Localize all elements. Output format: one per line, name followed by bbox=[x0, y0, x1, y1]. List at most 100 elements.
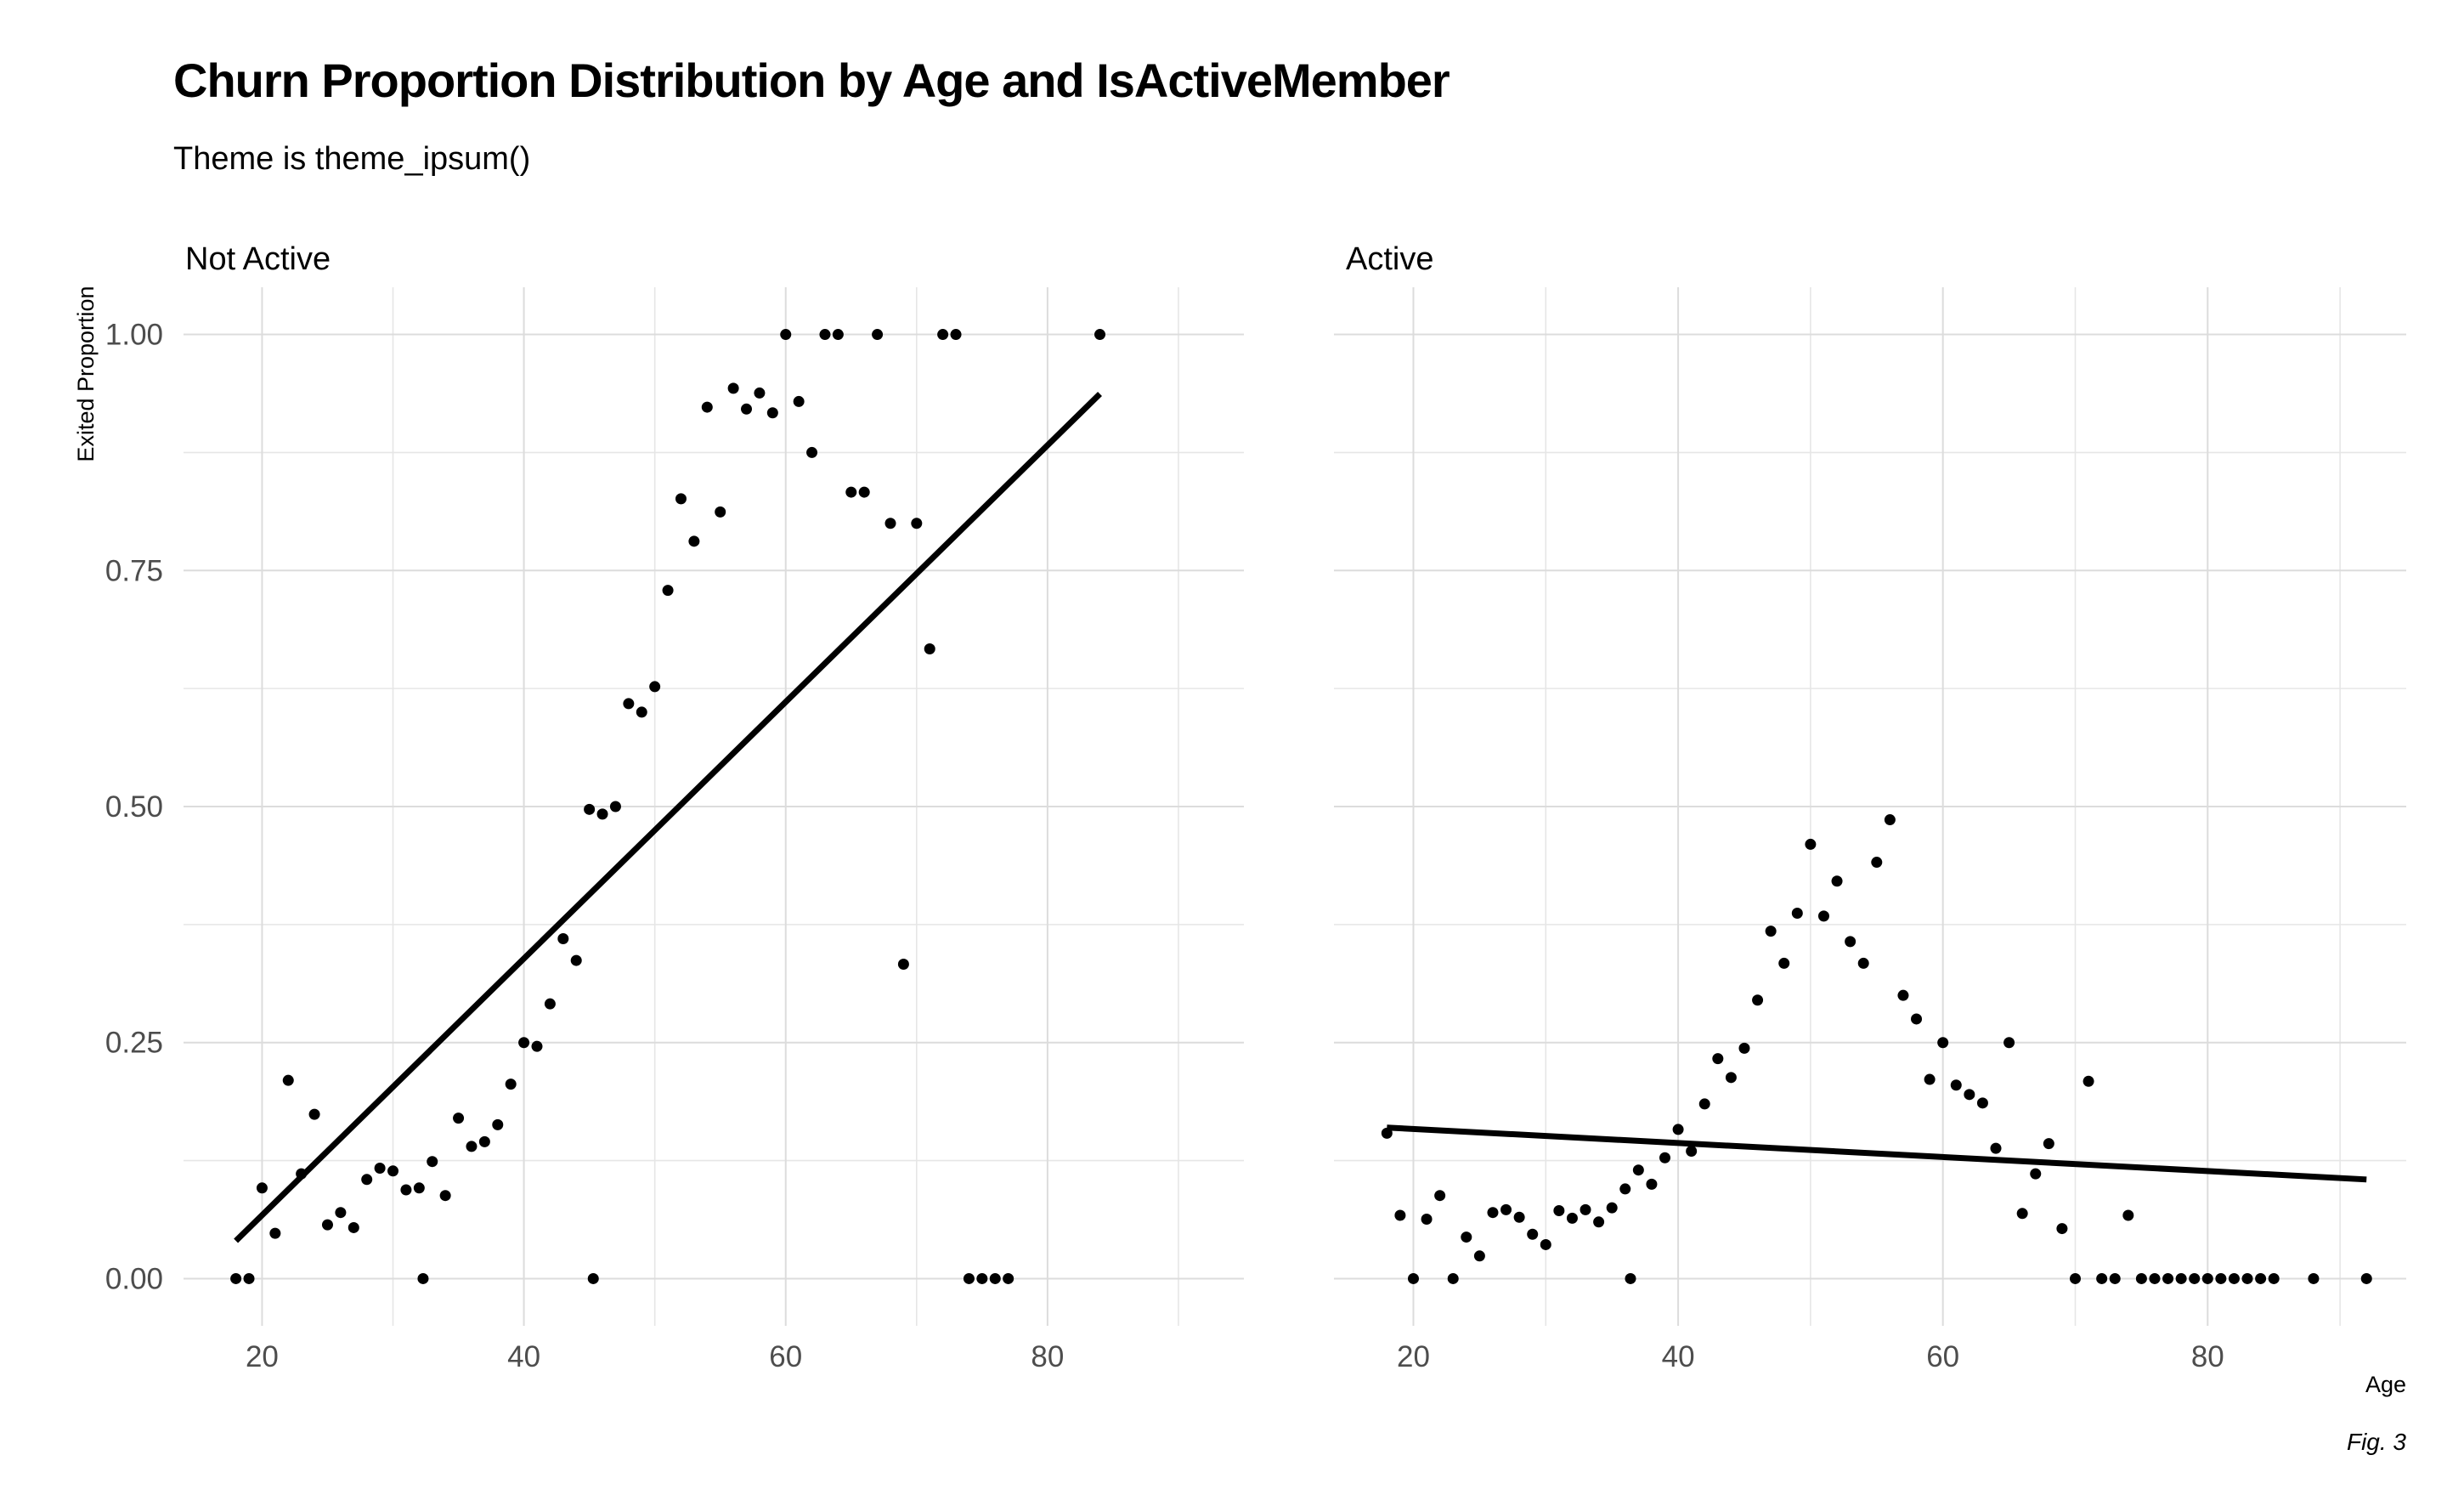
data-point bbox=[1976, 1097, 1988, 1109]
data-point bbox=[649, 681, 661, 693]
data-point bbox=[1805, 838, 1817, 850]
data-point bbox=[361, 1174, 373, 1186]
data-point bbox=[963, 1272, 975, 1284]
data-point bbox=[335, 1207, 347, 1219]
data-point bbox=[1447, 1272, 1459, 1284]
data-point bbox=[636, 706, 647, 718]
data-point bbox=[1632, 1164, 1644, 1176]
data-point bbox=[715, 506, 726, 518]
data-point bbox=[478, 1135, 490, 1147]
data-point bbox=[1686, 1145, 1698, 1157]
data-point bbox=[1857, 957, 1869, 969]
y-tick-label: 0.50 bbox=[105, 790, 163, 824]
data-point bbox=[1580, 1203, 1591, 1215]
y-tick-label: 0.00 bbox=[105, 1262, 163, 1295]
regression-line bbox=[1387, 1124, 2367, 1183]
data-point bbox=[1738, 1042, 1750, 1054]
data-point bbox=[570, 954, 582, 966]
data-point bbox=[1407, 1272, 1419, 1284]
data-point bbox=[911, 518, 923, 529]
data-point bbox=[1421, 1213, 1433, 1225]
data-point bbox=[269, 1227, 281, 1239]
data-point bbox=[2255, 1272, 2267, 1284]
data-point bbox=[1950, 1079, 1962, 1091]
data-point bbox=[2189, 1272, 2201, 1284]
data-point bbox=[2003, 1037, 2015, 1049]
data-point bbox=[544, 998, 556, 1010]
data-point bbox=[989, 1272, 1001, 1284]
data-point bbox=[1500, 1203, 1512, 1215]
data-point bbox=[2096, 1272, 2108, 1284]
y-tick-label: 0.75 bbox=[105, 554, 163, 587]
data-point bbox=[1911, 1013, 1923, 1025]
data-point bbox=[2083, 1075, 2094, 1087]
facet-panel-active: Active 20 40 60 80 bbox=[1334, 241, 2406, 1373]
data-point bbox=[1871, 857, 1883, 869]
data-point bbox=[1553, 1204, 1565, 1216]
data-point bbox=[937, 329, 949, 341]
data-point bbox=[793, 395, 805, 407]
data-point bbox=[1884, 814, 1896, 826]
data-point bbox=[348, 1221, 359, 1233]
data-point bbox=[845, 486, 857, 498]
data-point bbox=[466, 1141, 478, 1152]
data-point bbox=[1487, 1207, 1499, 1219]
data-point bbox=[492, 1118, 504, 1130]
data-point bbox=[1513, 1211, 1525, 1223]
data-point bbox=[1845, 936, 1856, 948]
data-point bbox=[1831, 875, 1843, 887]
data-point bbox=[1752, 994, 1764, 1006]
data-point bbox=[976, 1272, 988, 1284]
data-point bbox=[2122, 1209, 2134, 1221]
data-point bbox=[1094, 329, 1106, 341]
data-point bbox=[2360, 1272, 2372, 1284]
data-point bbox=[609, 801, 621, 812]
data-point bbox=[2175, 1272, 2187, 1284]
data-point bbox=[282, 1074, 294, 1086]
data-point bbox=[2308, 1272, 2320, 1284]
data-point bbox=[2149, 1272, 2161, 1284]
data-point bbox=[2241, 1272, 2253, 1284]
y-axis-title: Exited Proportion bbox=[73, 286, 99, 461]
data-point bbox=[1461, 1231, 1472, 1243]
data-point bbox=[413, 1182, 425, 1194]
data-point bbox=[1003, 1272, 1014, 1284]
data-point bbox=[754, 387, 766, 399]
data-point bbox=[950, 329, 962, 341]
data-point bbox=[1566, 1212, 1578, 1224]
y-tick-label: 1.00 bbox=[105, 319, 163, 352]
data-point bbox=[531, 1040, 543, 1052]
data-point bbox=[1990, 1142, 2002, 1154]
data-point bbox=[1698, 1098, 1710, 1110]
data-point bbox=[1527, 1228, 1539, 1240]
data-point bbox=[766, 407, 778, 419]
data-point bbox=[256, 1182, 268, 1194]
regression-line bbox=[234, 392, 1102, 1243]
y-tick-label: 0.25 bbox=[105, 1027, 163, 1060]
data-point bbox=[819, 329, 831, 341]
data-point bbox=[2109, 1272, 2121, 1284]
data-point bbox=[2056, 1223, 2068, 1235]
data-point bbox=[1646, 1178, 1658, 1190]
data-point bbox=[518, 1037, 530, 1049]
data-point bbox=[1394, 1209, 1406, 1221]
x-axis-title: Age bbox=[2365, 1372, 2406, 1397]
data-point bbox=[1606, 1202, 1618, 1214]
data-point bbox=[1473, 1250, 1485, 1262]
x-tick-label: 80 bbox=[1031, 1340, 1064, 1373]
data-point bbox=[727, 382, 739, 394]
data-point bbox=[308, 1108, 320, 1120]
data-point bbox=[675, 493, 687, 505]
data-point bbox=[832, 329, 844, 341]
data-point bbox=[858, 486, 870, 498]
data-point bbox=[427, 1156, 438, 1168]
data-point bbox=[2215, 1272, 2227, 1284]
data-point bbox=[897, 959, 909, 971]
data-point bbox=[2016, 1208, 2028, 1220]
data-point bbox=[587, 1272, 599, 1284]
chart-subtitle: Theme is theme_ipsum() bbox=[173, 141, 531, 177]
chart-caption: Fig. 3 bbox=[2347, 1429, 2406, 1455]
data-point bbox=[688, 535, 700, 547]
data-point bbox=[1712, 1053, 1724, 1065]
